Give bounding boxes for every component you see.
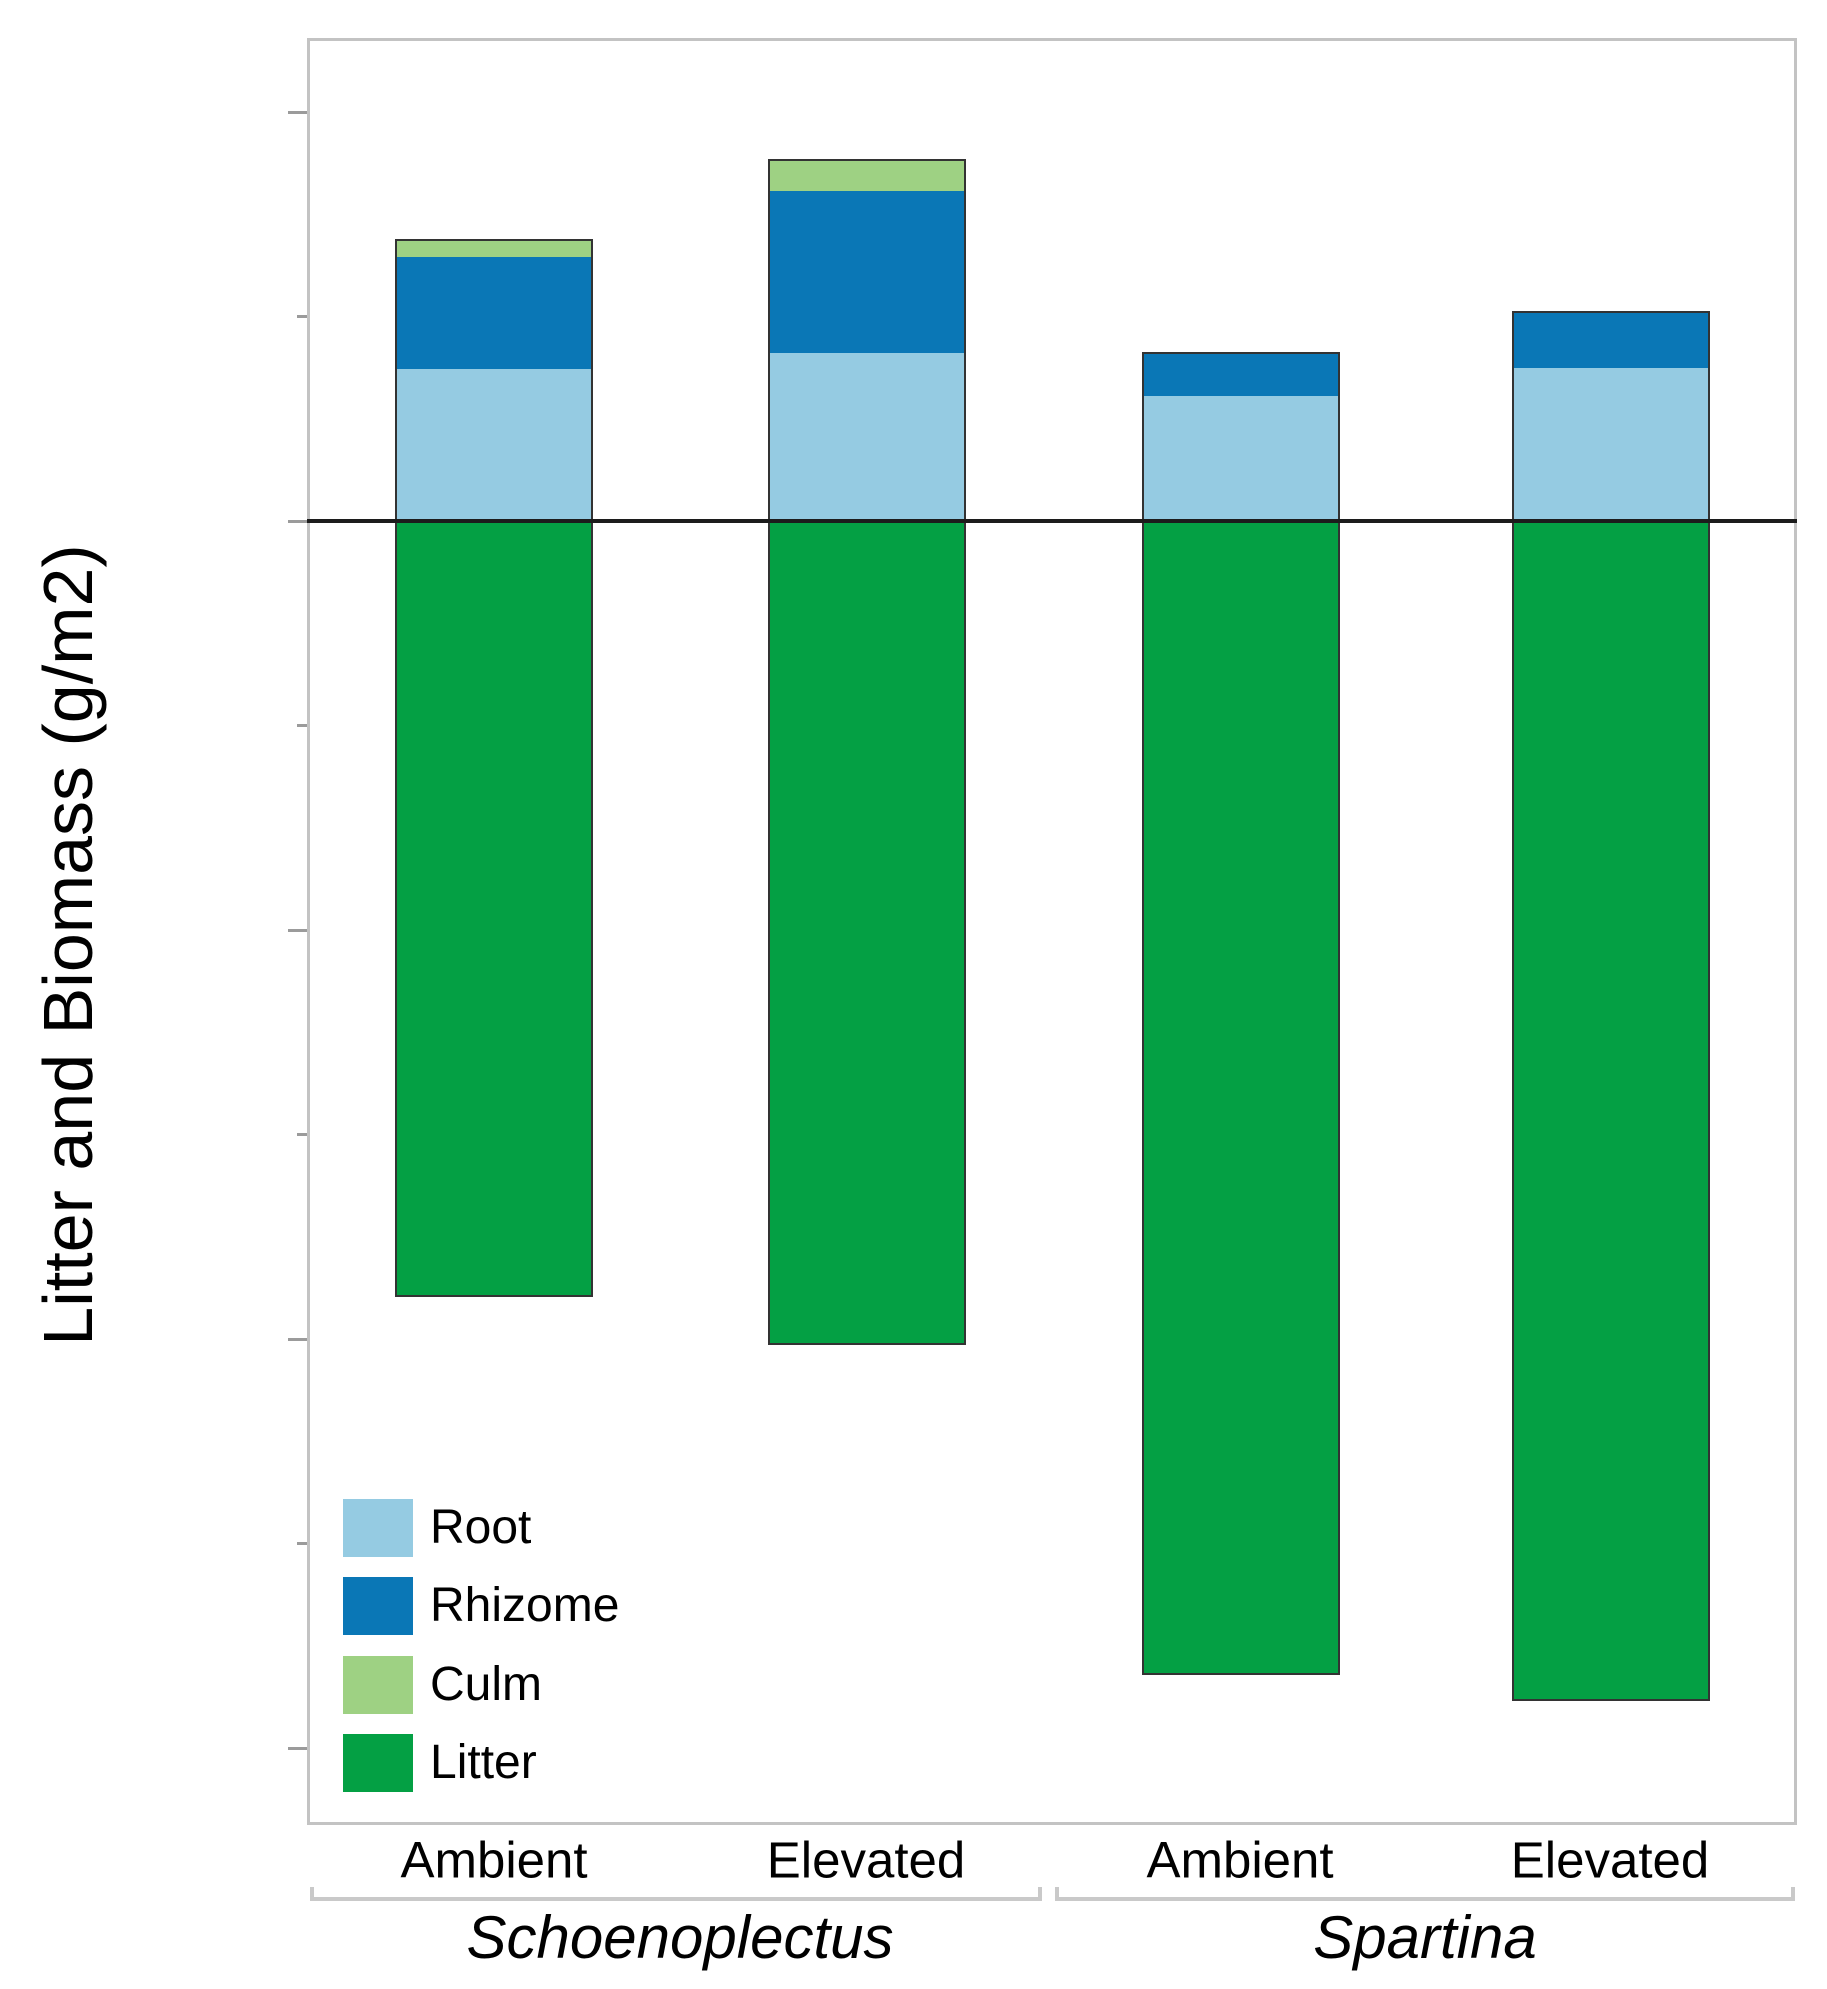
category-label-elevated-3: Elevated	[1510, 1831, 1710, 1889]
legend-swatch-root	[343, 1499, 413, 1557]
legend-swatch-culm	[343, 1656, 413, 1714]
group-bracket-schoenoplectus	[310, 1887, 1042, 1901]
zero-baseline	[307, 519, 1797, 523]
group-label-schoenoplectus: Schoenoplectus	[466, 1904, 894, 1971]
bar-segment-rhizome	[1142, 352, 1340, 396]
legend-swatch-rhizome	[343, 1577, 413, 1635]
bar-segment-culm	[768, 159, 966, 191]
bar-segment-litter	[1512, 521, 1710, 1702]
y-tick-major	[288, 519, 307, 523]
bar-outline-negative	[768, 521, 966, 1345]
bar-segment-rhizome	[395, 256, 593, 369]
bar-outline-positive	[1512, 310, 1710, 521]
legend-label-culm: Culm	[430, 1658, 543, 1711]
y-tick-major	[288, 110, 307, 114]
bar-segment-litter	[768, 521, 966, 1345]
bar-segment-litter	[1142, 521, 1340, 1676]
legend-swatch-litter	[343, 1734, 413, 1792]
y-tick-major	[288, 928, 307, 932]
category-label-ambient-2: Ambient	[1146, 1831, 1334, 1889]
y-tick-major	[288, 1337, 307, 1341]
bar-segment-root	[1142, 395, 1340, 521]
bar-segment-root	[1512, 368, 1710, 521]
y-axis-title: Litter and Biomass (g/m2)	[29, 544, 107, 1346]
y-tick-minor	[297, 1542, 307, 1545]
bar-outline-negative	[1142, 521, 1340, 1676]
bar-outline-positive	[1142, 352, 1340, 521]
bar-outline-negative	[1512, 521, 1710, 1702]
bar-segment-litter	[395, 521, 593, 1298]
group-bracket-spartina	[1055, 1887, 1795, 1901]
bar-outline-positive	[768, 159, 966, 521]
y-tick-major	[288, 1746, 307, 1750]
bar-segment-rhizome	[1512, 310, 1710, 369]
legend-label-root: Root	[430, 1501, 532, 1554]
legend-label-litter: Litter	[430, 1736, 537, 1789]
bar-segment-root	[395, 368, 593, 521]
legend-label-rhizome: Rhizome	[430, 1579, 620, 1632]
bar-outline-negative	[395, 521, 593, 1298]
y-tick-minor	[297, 724, 307, 727]
bar-outline-positive	[395, 238, 593, 521]
bar-segment-root	[768, 353, 966, 521]
y-tick-minor	[297, 1133, 307, 1136]
y-tick-minor	[297, 315, 307, 318]
bar-segment-culm	[395, 238, 593, 257]
bar-segment-rhizome	[768, 190, 966, 354]
category-label-ambient-0: Ambient	[400, 1831, 588, 1889]
group-label-spartina: Spartina	[1313, 1904, 1537, 1971]
category-label-elevated-1: Elevated	[766, 1831, 966, 1889]
